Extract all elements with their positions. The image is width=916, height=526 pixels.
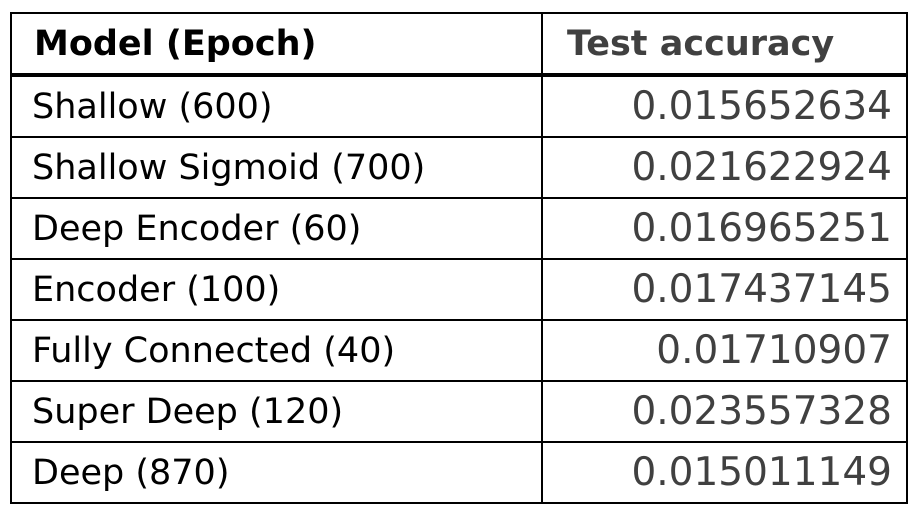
table-row: Deep (870) 0.015011149 [10, 441, 908, 504]
accuracy-cell: 0.015011149 [541, 441, 908, 504]
table-body: Shallow (600) 0.015652634 Shallow Sigmoi… [10, 74, 908, 504]
header-row: Model (Epoch) Test accuracy [10, 12, 908, 77]
accuracy-cell: 0.01710907 [541, 319, 908, 382]
accuracy-cell: 0.023557328 [541, 380, 908, 443]
accuracy-cell: 0.015652634 [541, 74, 908, 138]
table-row: Shallow Sigmoid (700) 0.021622924 [10, 136, 908, 199]
accuracy-cell: 0.017437145 [541, 258, 908, 321]
model-cell: Fully Connected (40) [10, 319, 543, 382]
table-row: Fully Connected (40) 0.01710907 [10, 319, 908, 382]
table-row: Super Deep (120) 0.023557328 [10, 380, 908, 443]
header-model: Model (Epoch) [10, 12, 543, 77]
model-cell: Super Deep (120) [10, 380, 543, 443]
table-row: Shallow (600) 0.015652634 [10, 74, 908, 138]
model-cell: Encoder (100) [10, 258, 543, 321]
accuracy-cell: 0.021622924 [541, 136, 908, 199]
accuracy-cell: 0.016965251 [541, 197, 908, 260]
model-cell: Shallow Sigmoid (700) [10, 136, 543, 199]
table-row: Encoder (100) 0.017437145 [10, 258, 908, 321]
model-cell: Deep Encoder (60) [10, 197, 543, 260]
model-cell: Shallow (600) [10, 74, 543, 138]
table-row: Deep Encoder (60) 0.016965251 [10, 197, 908, 260]
results-table-container: Model (Epoch) Test accuracy Shallow (600… [10, 12, 908, 520]
header-test-accuracy: Test accuracy [541, 12, 908, 77]
table-header: Model (Epoch) Test accuracy [10, 12, 908, 77]
model-cell: Deep (870) [10, 441, 543, 504]
results-table: Model (Epoch) Test accuracy Shallow (600… [10, 12, 908, 504]
